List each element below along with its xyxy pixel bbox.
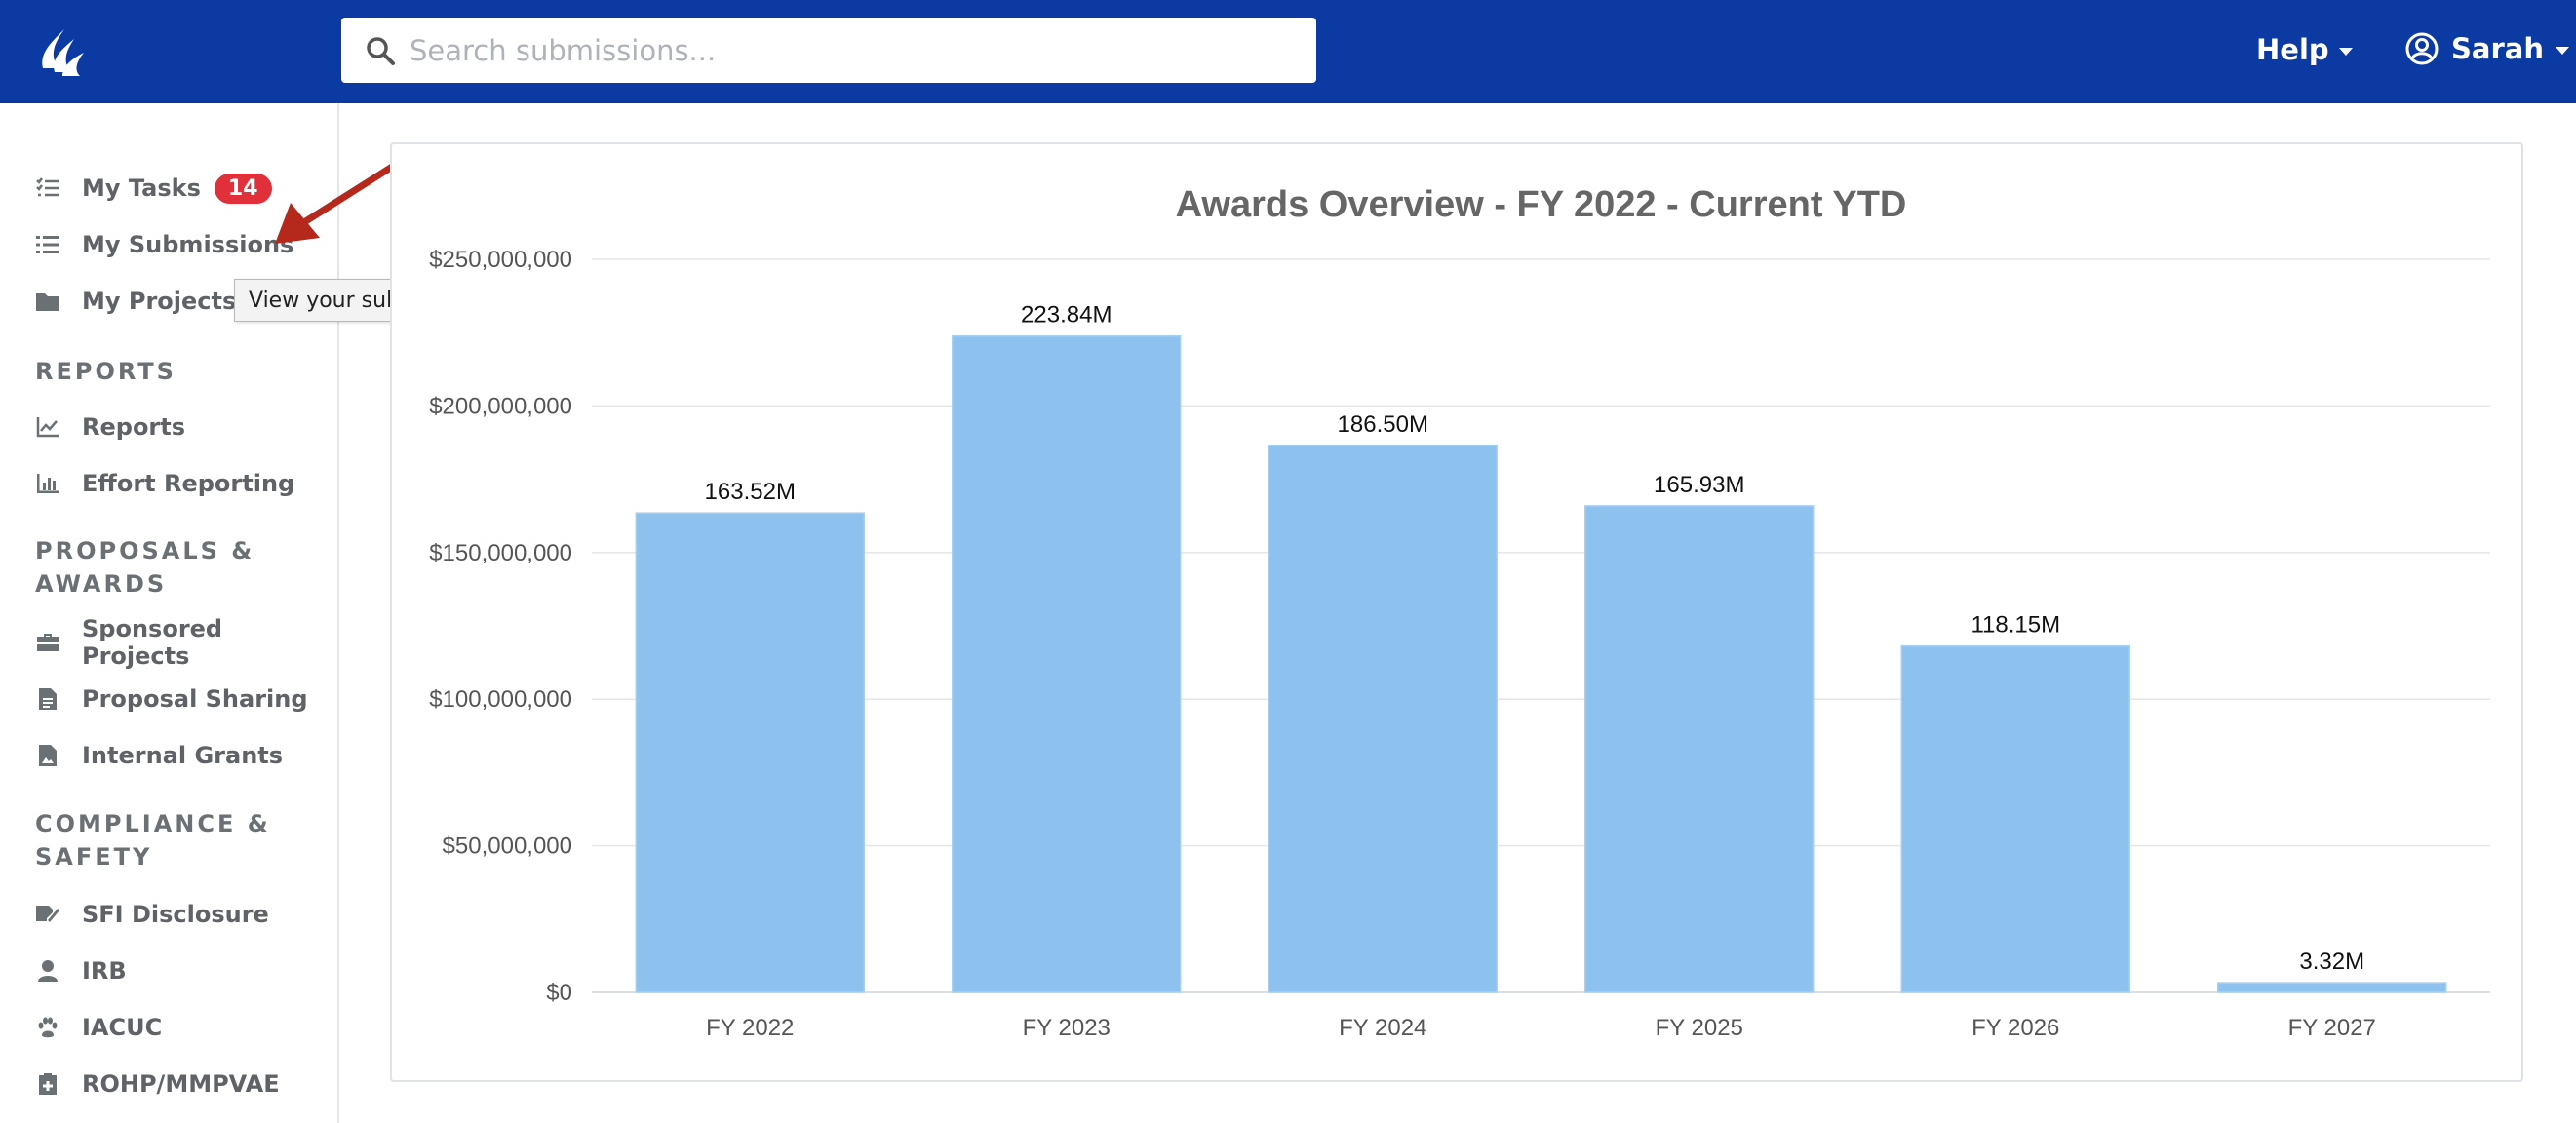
sidebar-item-label: Proposal Sharing <box>82 685 308 713</box>
sidebar-item-label: Effort Reporting <box>82 470 295 497</box>
folder-icon <box>35 289 60 314</box>
sidebar-item-effort-reporting[interactable]: Effort Reporting <box>35 464 294 503</box>
x-tick-label: FY 2026 <box>1971 1015 2059 1041</box>
section-heading-proposals-awards: PROPOSALS & AWARDS <box>35 534 254 600</box>
y-tick-label: $150,000,000 <box>429 540 572 566</box>
search-icon <box>367 37 395 65</box>
list-icon <box>35 232 60 257</box>
bar-data-label: 186.50M <box>1338 411 1428 438</box>
sidebar-item-reports[interactable]: Reports <box>35 407 185 446</box>
y-tick-label: $200,000,000 <box>429 393 572 419</box>
y-tick-label: $0 <box>546 980 572 1006</box>
document-icon <box>35 686 60 712</box>
section-heading-line: COMPLIANCE & <box>35 810 271 837</box>
briefcase-icon <box>35 630 60 655</box>
flame-logo-icon[interactable] <box>33 23 92 82</box>
sidebar-item-my-submissions[interactable]: My Submissions <box>35 225 293 264</box>
sidebar-item-sfi-disclosure[interactable]: SFI Disclosure <box>35 895 269 934</box>
chart-title: Awards Overview - FY 2022 - Current YTD <box>1176 184 1907 225</box>
line-chart-icon <box>35 414 60 440</box>
y-tick-label: $100,000,000 <box>429 686 572 713</box>
sidebar-item-label: Sponsored Projects <box>82 615 223 670</box>
signature-icon <box>35 902 60 927</box>
bar <box>635 512 865 993</box>
top-navbar: Help Sarah <box>0 0 2576 103</box>
paw-icon <box>35 1015 60 1040</box>
bar-data-label: 3.32M <box>2299 949 2364 975</box>
bar-data-label: 165.93M <box>1654 472 1744 498</box>
sidebar-item-irb[interactable]: IRB <box>35 951 127 990</box>
bar <box>2217 982 2447 993</box>
sidebar-item-label: My Submissions <box>82 231 294 258</box>
bar <box>952 334 1182 993</box>
user-icon <box>35 958 60 984</box>
sidebar-item-label: ROHP/MMPVAE <box>82 1070 280 1098</box>
chevron-down-icon <box>2555 47 2569 55</box>
bar-data-label: 223.84M <box>1021 302 1112 329</box>
awards-bar-chart: Awards Overview - FY 2022 - Current YTD $… <box>429 184 2490 1041</box>
sidebar-item-proposal-sharing[interactable]: Proposal Sharing <box>35 679 308 718</box>
help-menu[interactable]: Help <box>2256 33 2353 66</box>
bar <box>1900 644 2130 993</box>
sidebar-item-label: Internal Grants <box>82 742 284 769</box>
bar-chart-icon <box>35 471 60 496</box>
x-tick-label: FY 2022 <box>706 1015 794 1041</box>
sidebar-item-my-projects[interactable]: My Projects <box>35 282 236 321</box>
sidebar-item-label: IRB <box>82 957 127 985</box>
sidebar-item-iacuc[interactable]: IACUC <box>35 1008 162 1047</box>
sidebar-item-internal-grants[interactable]: Internal Grants <box>35 736 283 775</box>
section-heading-line: AWARDS <box>35 570 168 598</box>
search-input[interactable] <box>410 18 1287 83</box>
section-heading-line: PROPOSALS & <box>35 537 255 564</box>
x-tick-label: FY 2023 <box>1023 1015 1111 1041</box>
task-count-badge: 14 <box>214 173 272 204</box>
bar-data-label: 163.52M <box>705 479 796 505</box>
user-circle-icon <box>2405 32 2439 65</box>
y-tick-label: $50,000,000 <box>443 833 572 860</box>
sidebar-item-label: My Projects <box>82 288 237 315</box>
user-menu[interactable]: Sarah <box>2404 31 2569 66</box>
help-label: Help <box>2256 33 2329 66</box>
sidebar-item-label: Reports <box>82 413 186 441</box>
section-heading-reports: REPORTS <box>35 358 176 385</box>
section-heading-compliance-safety: COMPLIANCE & SAFETY <box>35 807 271 873</box>
bar <box>1268 445 1498 993</box>
bar-data-label: 118.15M <box>1971 612 2060 639</box>
y-tick-label: $250,000,000 <box>429 247 572 273</box>
document-image-icon <box>35 743 60 768</box>
sidebar-item-label: SFI Disclosure <box>82 901 269 928</box>
medical-clipboard-icon <box>35 1071 60 1097</box>
user-name: Sarah <box>2451 32 2544 65</box>
sidebar-item-rohp-mmpvae[interactable]: ROHP/MMPVAE <box>35 1065 280 1104</box>
section-heading-line: SAFETY <box>35 843 153 871</box>
sidebar-item-label: My Tasks <box>82 174 201 202</box>
sidebar: My Tasks 14 My Submissions My Projects R… <box>0 103 339 1123</box>
annotation-arrow-icon <box>275 158 404 244</box>
chevron-down-icon <box>2338 48 2353 56</box>
bar <box>1584 505 1815 993</box>
sidebar-item-label: IACUC <box>82 1014 163 1041</box>
awards-chart-card: Awards Overview - FY 2022 - Current YTD $… <box>390 142 2523 1082</box>
x-tick-label: FY 2027 <box>2288 1015 2376 1041</box>
search-box[interactable] <box>341 18 1316 83</box>
x-tick-label: FY 2025 <box>1656 1015 1743 1041</box>
tasks-list-icon <box>35 175 60 201</box>
sidebar-item-sponsored-projects[interactable]: Sponsored Projects <box>35 615 337 670</box>
x-tick-label: FY 2024 <box>1339 1015 1426 1041</box>
sidebar-item-my-tasks[interactable]: My Tasks 14 <box>35 169 272 208</box>
